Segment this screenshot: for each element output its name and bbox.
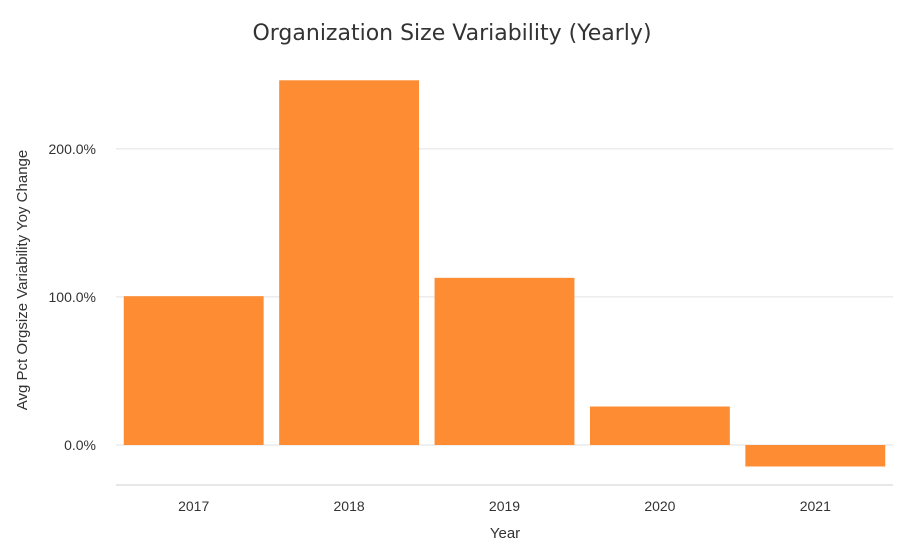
x-tick-label: 2017 <box>178 498 209 514</box>
bar-2020 <box>589 406 730 446</box>
y-tick-labels: 0.0% 100.0% 200.0% <box>49 141 96 453</box>
x-tick-label: 2020 <box>644 498 675 514</box>
y-tick-label: 0.0% <box>64 437 96 453</box>
x-tick-label: 2021 <box>800 498 831 514</box>
x-tick-label: 2019 <box>489 498 520 514</box>
bars <box>123 80 886 467</box>
chart-title: Organization Size Variability (Yearly) <box>252 21 651 46</box>
x-tick-labels: 2017 2018 2019 2020 2021 <box>178 498 831 514</box>
bar-2017 <box>123 296 264 446</box>
y-tick-label: 100.0% <box>49 289 96 305</box>
x-tick-label: 2018 <box>334 498 365 514</box>
y-tick-label: 200.0% <box>49 141 96 157</box>
x-axis-label: Year <box>490 525 520 542</box>
bar-2019 <box>434 277 575 446</box>
bar-2021 <box>745 445 886 467</box>
y-axis-label: Avg Pct Orgsize Variability Yoy Change <box>14 150 31 410</box>
bar-2018 <box>279 80 420 446</box>
